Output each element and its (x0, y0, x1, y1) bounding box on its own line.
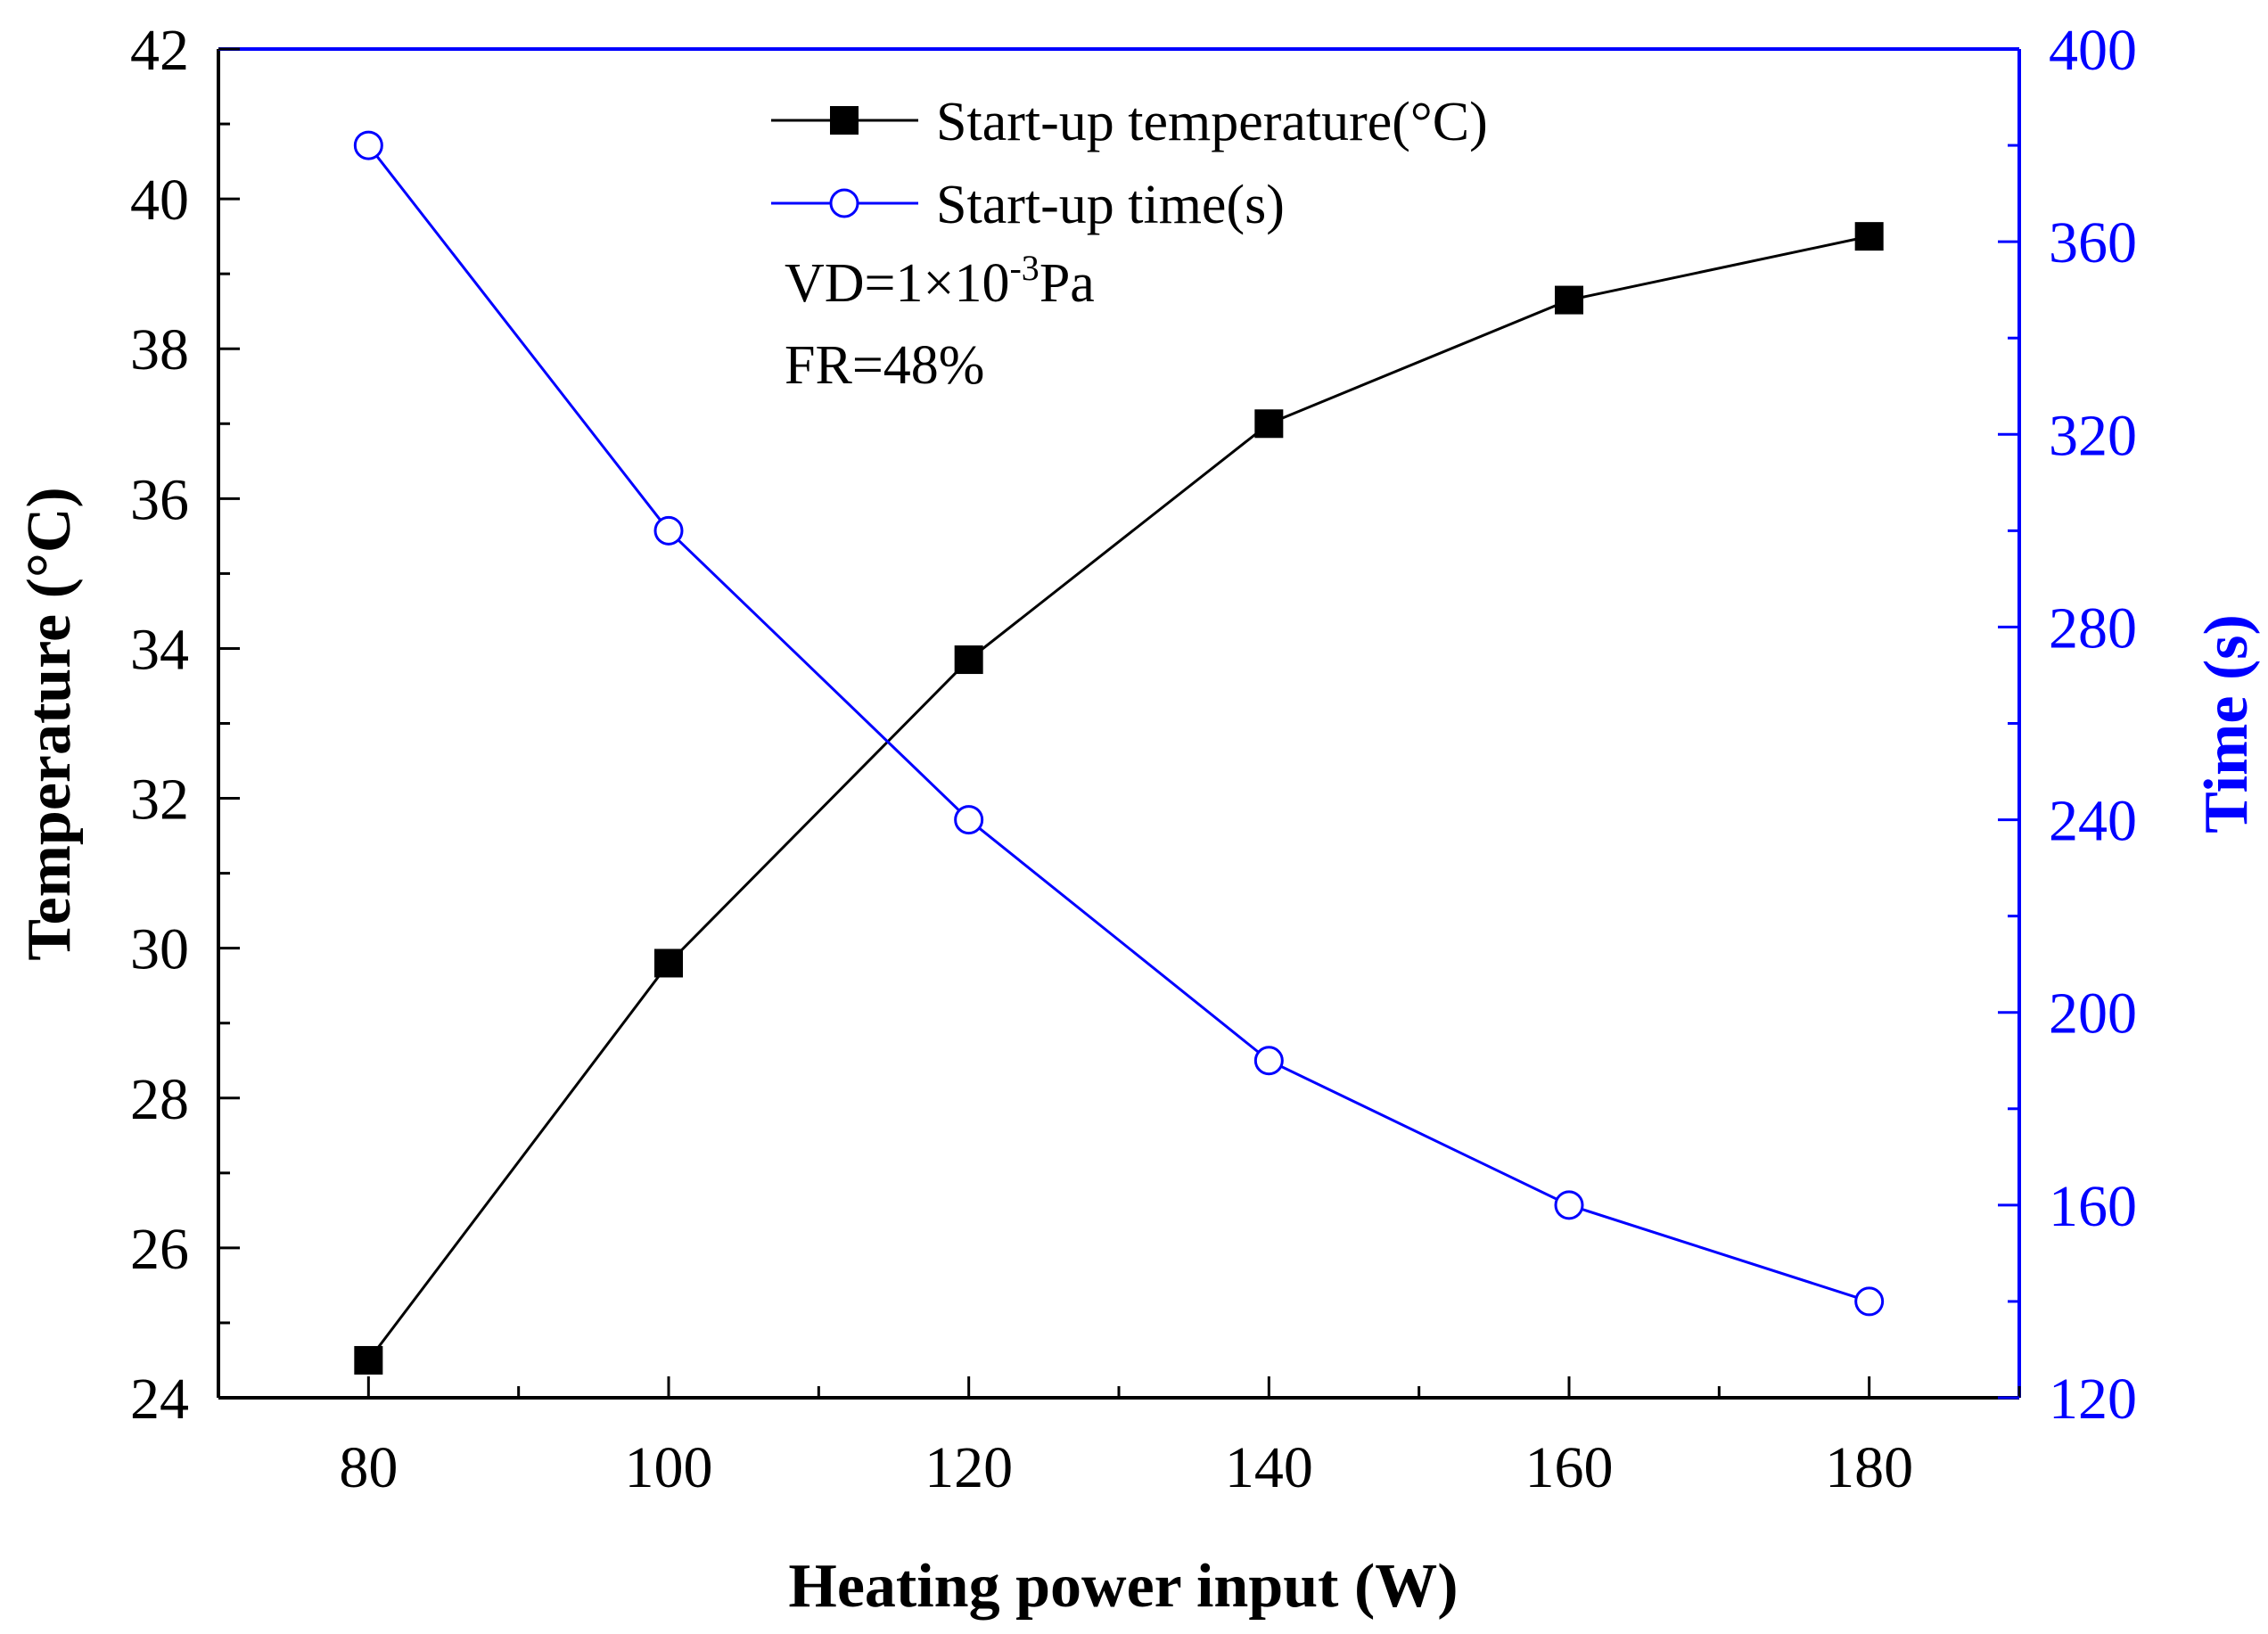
x-tick-label: 180 (1825, 1435, 1913, 1500)
temperature-data-point (654, 948, 683, 978)
y-right-tick-label: 240 (2049, 789, 2137, 854)
left-y-axis-label: Temperature (°C) (15, 487, 84, 961)
x-tick-label: 160 (1525, 1435, 1614, 1500)
y-right-tick-label: 280 (2049, 595, 2137, 661)
time-data-point (1854, 1286, 1885, 1317)
x-tick-label: 100 (625, 1435, 713, 1500)
y-left-tick-label: 30 (130, 917, 189, 982)
y-right-tick-label: 400 (2049, 18, 2137, 83)
y-right-tick-label: 160 (2049, 1174, 2137, 1239)
annotation-vd-prefix: VD=1×10 (785, 253, 1009, 314)
x-tick-label: 120 (924, 1435, 1013, 1500)
legend-time-label: Start-up time(s) (936, 175, 1285, 235)
right-y-axis-label: Time (s) (2192, 614, 2261, 833)
y-right-tick-label: 360 (2049, 210, 2137, 275)
annotation-vd-exponent: -3 (1009, 248, 1039, 288)
temperature-data-point (354, 1345, 383, 1375)
x-axis-ticks: 80 100 120 140 160 180 (217, 1376, 2021, 1500)
legend-temperature-marker (830, 106, 859, 135)
y-left-tick-label: 26 (130, 1217, 189, 1282)
temperature-data-point (1854, 222, 1884, 251)
time-data-point (1554, 1190, 1584, 1220)
y-right-tick-label: 120 (2049, 1367, 2137, 1432)
y-left-tick-label: 34 (130, 617, 189, 682)
x-tick-label: 140 (1225, 1435, 1313, 1500)
annotations: VD=1×10-3Pa FR=48% (785, 248, 1095, 396)
series-layer (353, 130, 1885, 1375)
legend: Start-up temperature(°C) Start-up time(s… (771, 92, 1488, 235)
y-right-tick-label: 200 (2049, 981, 2137, 1047)
y-left-tick-label: 28 (130, 1067, 189, 1132)
y-left-tick-label: 38 (130, 317, 189, 382)
y-left-tick-label: 42 (130, 18, 189, 83)
y-right-tick-label: 320 (2049, 403, 2137, 468)
y-left-tick-label: 40 (130, 168, 189, 233)
annotation-vd: VD=1×10-3Pa (785, 248, 1095, 314)
y-left-tick-label: 32 (130, 768, 189, 833)
annotation-vd-unit: Pa (1040, 253, 1095, 314)
x-tick-label: 80 (339, 1435, 398, 1500)
legend-temperature-label: Start-up temperature(°C) (936, 92, 1488, 152)
y-left-tick-label: 36 (130, 467, 189, 532)
temperature-data-point (1555, 285, 1583, 315)
time-data-point (653, 515, 684, 546)
time-data-point (353, 130, 383, 160)
temperature-data-point (954, 645, 983, 675)
x-axis-label: Heating power input (W) (788, 1552, 1458, 1621)
annotation-fr: FR=48% (785, 335, 984, 396)
right-y-axis-ticks: 120 160 200 240 280 320 360 400 (1998, 18, 2137, 1432)
time-series-line (367, 144, 1870, 1303)
axes-frame (217, 47, 2021, 1400)
temperature-series-line (367, 234, 1869, 1361)
time-data-point (954, 805, 984, 835)
y-left-tick-label: 24 (130, 1367, 189, 1432)
temperature-data-point (1254, 409, 1284, 439)
left-y-axis-ticks: 24 26 28 30 32 34 36 38 40 42 (130, 18, 240, 1432)
time-data-point (1253, 1046, 1284, 1076)
legend-time-marker (829, 188, 859, 218)
